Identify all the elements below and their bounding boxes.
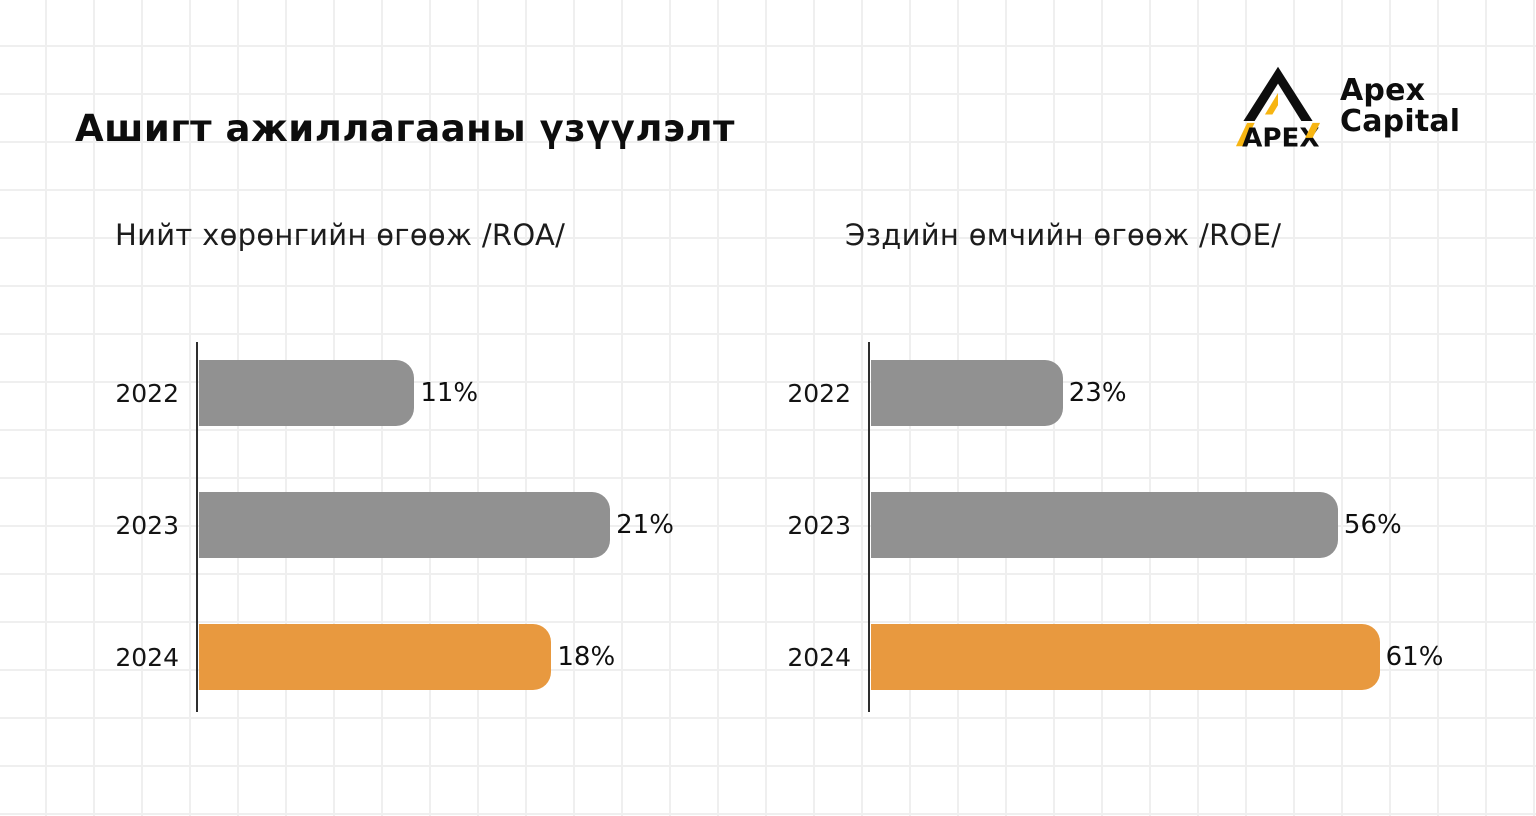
chart-row: 2023 21% — [75, 459, 707, 591]
value-label: 11% — [420, 378, 479, 408]
bar-roa-2023 — [199, 492, 611, 558]
bar-track: 61% — [870, 624, 1462, 690]
bar-track: 21% — [198, 492, 707, 558]
value-label: 18% — [557, 642, 616, 672]
brand-line2: Capital — [1340, 104, 1461, 139]
brand-line1: Apex — [1340, 73, 1426, 109]
bar-roe-2024 — [871, 624, 1380, 690]
apex-capital-logo: APEX Apex Capital — [1226, 64, 1460, 150]
bar-track: 56% — [870, 492, 1462, 558]
brand-name: Apex Capital — [1340, 73, 1461, 139]
year-label: 2023 — [115, 510, 179, 540]
value-label: 61% — [1385, 642, 1444, 672]
bar-roa-2024 — [199, 624, 552, 690]
year-label: 2024 — [787, 642, 851, 672]
chart-row: 2024 61% — [747, 591, 1462, 723]
chart-roe: 2022 23% 2023 56% 2024 61% — [747, 327, 1462, 723]
chart-row: 2022 11% — [75, 327, 707, 459]
year-label: 2023 — [787, 510, 851, 540]
bar-track: 11% — [198, 360, 707, 426]
apex-logo-icon: APEX — [1235, 66, 1321, 150]
year-label: 2024 — [115, 642, 179, 672]
page-title: Ашигт ажиллагааны үзүүлэлт — [75, 106, 735, 150]
chart-roa: 2022 11% 2023 21% 2024 18% — [75, 327, 707, 723]
value-label: 56% — [1343, 510, 1402, 540]
chart-row: 2024 18% — [75, 591, 707, 723]
chart-title-roa: Нийт хөрөнгийн өгөөж /ROA/ — [115, 218, 566, 252]
roe-axis-line — [868, 342, 870, 712]
bar-track: 23% — [870, 360, 1462, 426]
year-label: 2022 — [787, 378, 851, 408]
chart-row: 2022 23% — [747, 327, 1462, 459]
chart-title-roe: Эздийн өмчийн өгөөж /ROE/ — [845, 218, 1282, 252]
bar-track: 18% — [198, 624, 707, 690]
bar-roe-2022 — [871, 360, 1063, 426]
bar-roa-2022 — [199, 360, 415, 426]
value-label: 21% — [616, 510, 674, 540]
chart-row: 2023 56% — [747, 459, 1462, 591]
value-label: 23% — [1068, 378, 1127, 408]
year-label: 2022 — [115, 378, 179, 408]
bar-roe-2023 — [871, 492, 1338, 558]
roa-axis-line — [196, 342, 198, 712]
